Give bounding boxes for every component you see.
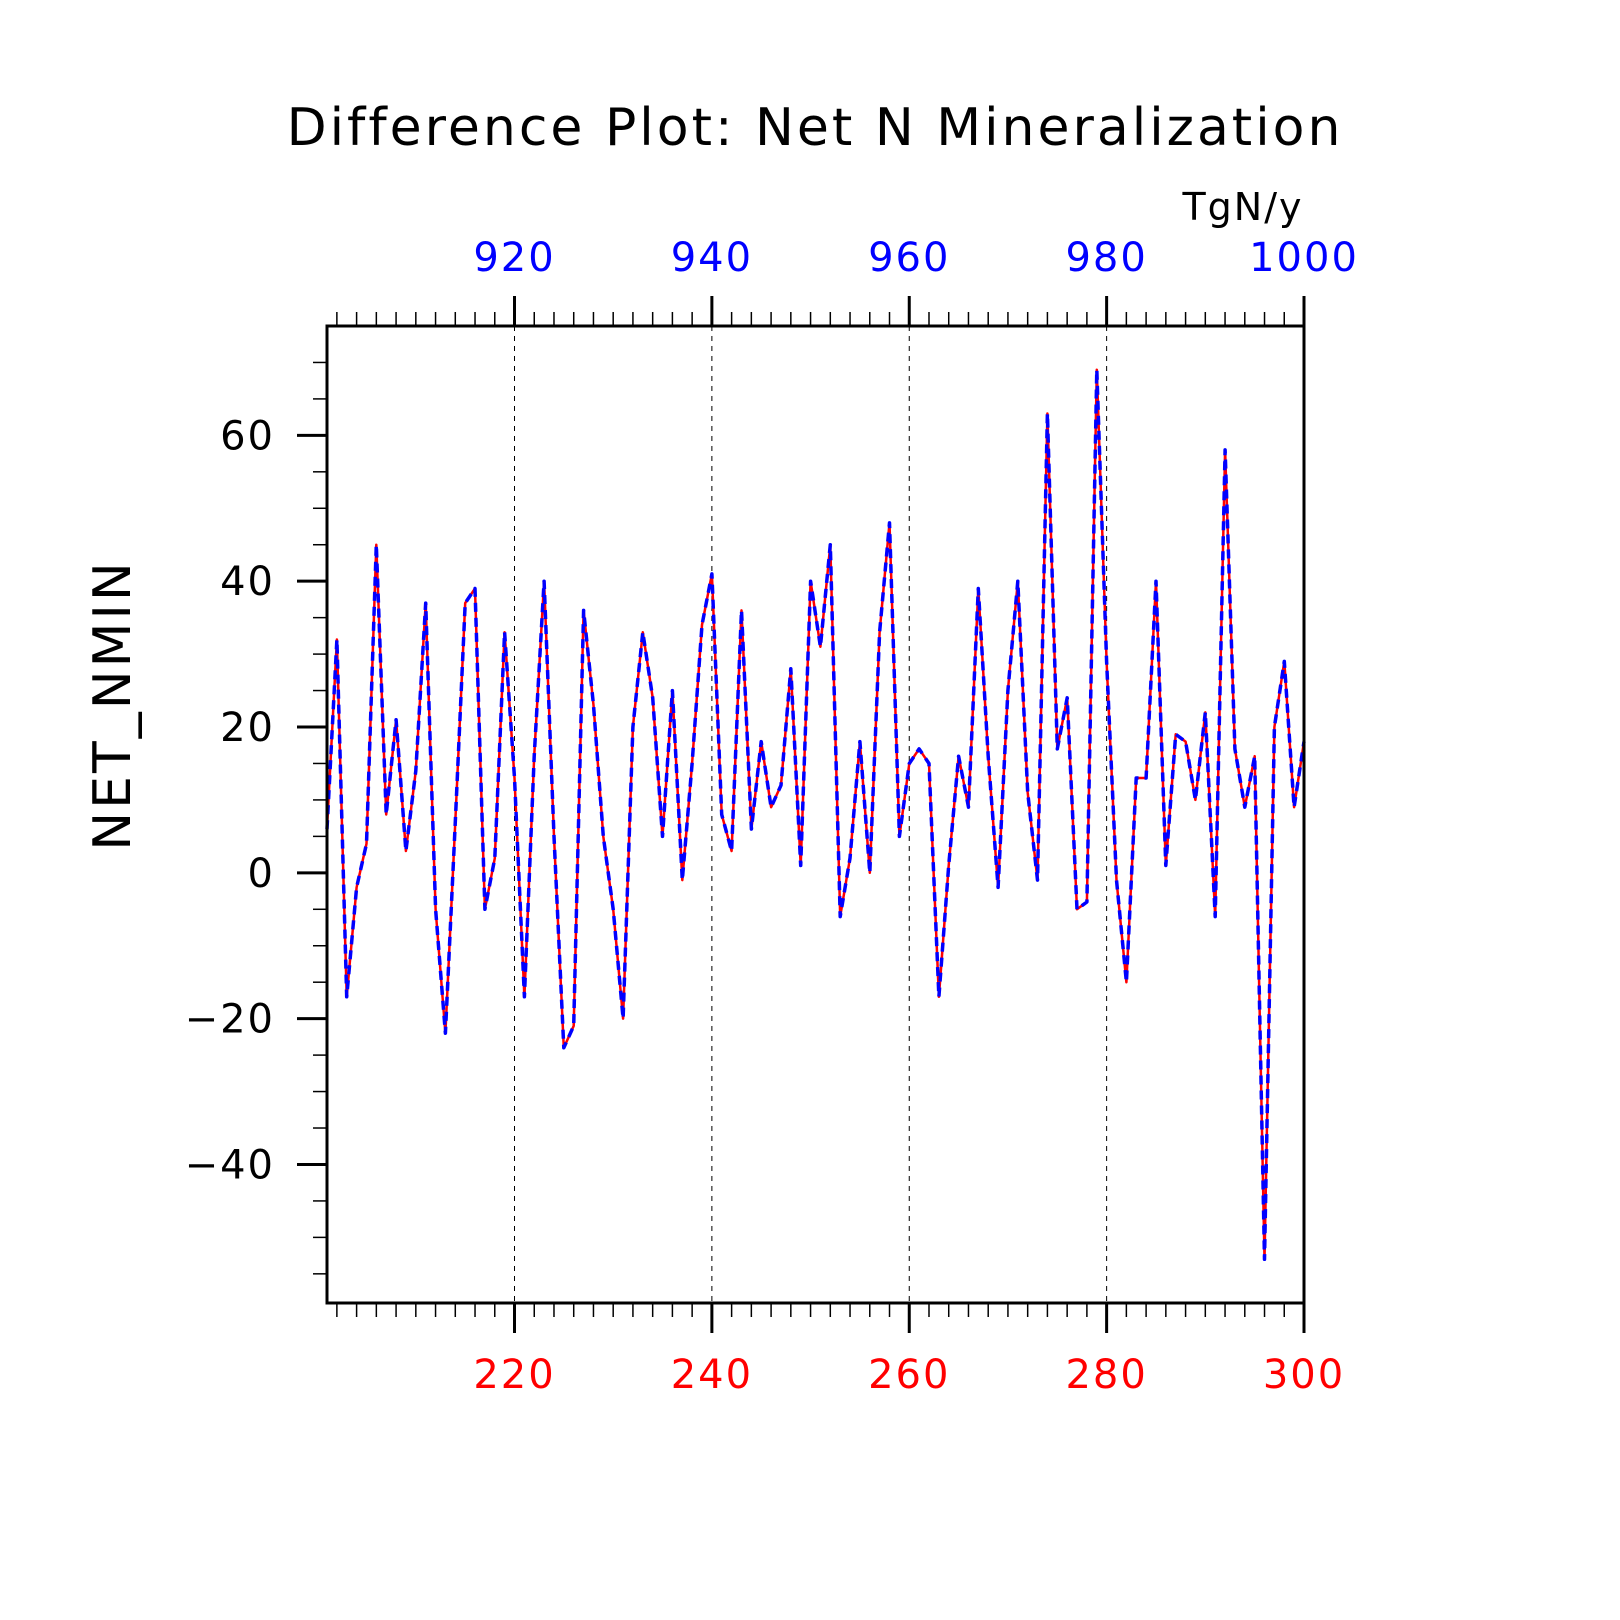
- series-line-bottom-axis: [325, 368, 1306, 1261]
- y-tick-label: 60: [220, 413, 275, 459]
- plot-frame: [325, 324, 1306, 1305]
- bottom-tick-label: 220: [473, 1352, 555, 1398]
- top-tick-label: 960: [868, 235, 950, 281]
- y-tick-label: 20: [220, 705, 275, 751]
- top-tick-label: 940: [671, 235, 753, 281]
- axes: 220 240 260 280 300 920 940 960 980 1000 60 40 20 0 −2…: [185, 235, 1359, 1398]
- y-tick-label: −40: [185, 1142, 275, 1188]
- gridlines: [514, 326, 1108, 1303]
- bottom-tick-label: 280: [1065, 1352, 1147, 1398]
- y-tick-label: 0: [248, 851, 275, 897]
- bottom-tick-label: 260: [868, 1352, 950, 1398]
- bottom-tick-label: 300: [1263, 1352, 1345, 1398]
- y-tick-label: −20: [185, 997, 275, 1043]
- top-tick-label: 920: [473, 235, 555, 281]
- y-tick-label: 40: [220, 559, 275, 605]
- units-label: TgN/y: [1181, 185, 1303, 229]
- chart-title: Difference Plot: Net N Mineralization: [287, 98, 1344, 158]
- bottom-tick-label: 240: [671, 1352, 753, 1398]
- top-tick-label: 1000: [1249, 235, 1359, 281]
- series-line-top-axis: [325, 367, 1306, 1262]
- y-axis-label: NET_NMIN: [83, 559, 143, 851]
- series-layer: [325, 367, 1306, 1262]
- top-tick-label: 980: [1065, 235, 1147, 281]
